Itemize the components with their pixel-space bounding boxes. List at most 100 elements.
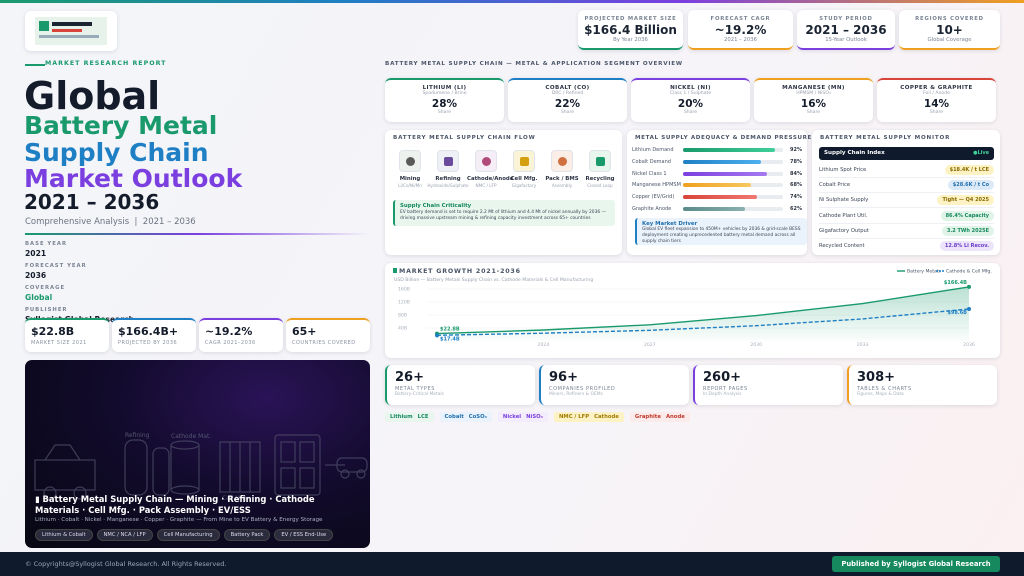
stat-value: ~19.2%: [714, 23, 767, 37]
meta-label: COVERAGE: [25, 285, 66, 291]
step-name: Cathode/Anode: [467, 176, 514, 182]
chip-form: NiSO₄: [526, 414, 543, 420]
logo: [35, 17, 107, 45]
chip-metal: NMC / LFP: [559, 414, 590, 420]
callout-title: Supply Chain Criticality: [400, 203, 472, 209]
segment-value: 22%: [554, 98, 581, 110]
kpi-value: $22.8B: [31, 325, 75, 338]
bar-value: 62%: [790, 206, 802, 212]
bottom-sub: Battery-Critical Metals: [395, 392, 444, 397]
value-label: $98.6B: [947, 310, 967, 316]
step-sub: Assembly: [551, 183, 573, 188]
bottom-stat: 26+ METAL TYPES Battery-Critical Metals: [385, 365, 535, 405]
monitor-value: 3.2 TWh 2025E: [941, 225, 994, 236]
bar-value: 78%: [790, 158, 802, 165]
panel-title: BATTERY METAL SUPPLY CHAIN FLOW: [393, 135, 536, 141]
y-tick-label: 40B: [398, 326, 407, 332]
chip-metal: Cobalt: [444, 414, 464, 420]
step-name: Cell Mfg.: [510, 176, 538, 182]
stat-sub: 2021 – 2036: [724, 37, 757, 43]
icon-glyph: [482, 157, 491, 166]
x-tick-label: 2030: [750, 342, 762, 348]
series-line: [436, 286, 970, 335]
bar-value: 68%: [790, 182, 802, 189]
segment-sub: Foil / Anode: [923, 91, 950, 96]
point: [967, 306, 971, 311]
icon-glyph: [520, 157, 529, 166]
bar-value: 84%: [790, 170, 802, 177]
kpi-value: 65+: [292, 325, 317, 338]
stat-label: FORECAST CAGR: [710, 16, 771, 22]
monitor-label: Cobalt Price: [819, 182, 851, 189]
monitor-value: $18.4K / t LCE: [944, 165, 994, 175]
segment-label: Share: [683, 110, 698, 115]
callout-text: EV battery demand is set to require 2.2 …: [400, 210, 606, 221]
monitor-label: Gigafactory Output: [819, 227, 869, 234]
kpi-card: 65+ COUNTRIES COVERED: [286, 318, 370, 352]
step-sub: Hydroxide/Sulphate: [427, 183, 469, 188]
chip: Nickel NiSO₄: [497, 412, 548, 422]
y-tick-label: 80B: [398, 313, 407, 319]
chip-form: Anode: [665, 414, 685, 420]
y-tick-label: 160B: [398, 287, 410, 293]
bar-label: Lithium Demand: [632, 147, 674, 153]
driver-box: Key Market Driver Global EV fleet expansi…: [635, 218, 807, 245]
stat-label: REGIONS COVERED: [915, 16, 984, 22]
stat-card: FORECAST CAGR ~19.2% 2021 – 2036: [688, 10, 793, 50]
eyebrow: MARKET RESEARCH REPORT: [45, 60, 167, 67]
index-header: Supply Chain Index ●Live: [819, 147, 994, 160]
supply-illustration: Refining Cathode Mat. Cell Mfg.: [34, 432, 368, 502]
bar: [683, 207, 745, 211]
bar-label: Graphite Anode: [632, 206, 672, 212]
bar-value: 74%: [790, 194, 802, 201]
live-badge: ●Live: [973, 150, 989, 156]
stat-sub: Global Coverage: [927, 37, 972, 43]
copyright: © Copyrights@Syllogist Global Research. …: [25, 560, 227, 568]
bar: [683, 148, 775, 152]
kpi-value: $166.4B+: [118, 325, 179, 338]
stat-sub: By Year 2036: [613, 37, 648, 43]
y-tick-label: 120B: [398, 300, 410, 306]
illustration-label: Cell Mfg.: [222, 495, 248, 502]
illustration-label: Refining: [125, 432, 150, 439]
x-tick-label: 2027: [644, 342, 656, 348]
row-rule: [819, 177, 994, 178]
step-sub: Closed Loop: [587, 183, 613, 188]
icon-glyph: [444, 157, 453, 166]
image-title: ▮ Battery Metal Supply Chain — Mining · …: [35, 494, 315, 515]
bar-value: 92%: [790, 147, 802, 153]
bar: [683, 159, 761, 164]
chip: NMC / LFP Cathode: [554, 412, 624, 422]
kpi-label: CAGR 2021–2036: [205, 340, 256, 346]
monitor-label: Lithium Spot Price: [819, 167, 867, 173]
chips: Lithium LCE Cobalt CoSO₄ Nickel NiSO₄ NMC / LF…: [385, 412, 690, 422]
kpi-label: COUNTRIES COVERED: [292, 340, 356, 346]
bottom-sub: Miners, Refiners & OEMs: [549, 392, 603, 397]
monitor-label: Cathode Plant Util.: [819, 212, 868, 219]
step-name: Mining: [399, 176, 421, 182]
publisher-button[interactable]: Published by Syllogist Global Research: [832, 556, 1000, 572]
icon-glyph: [558, 157, 567, 166]
chip-metal: Nickel: [502, 414, 522, 420]
x-tick-label: 2036: [963, 342, 975, 348]
stat-label: PROJECTED MARKET SIZE: [584, 16, 677, 22]
monitor-panel: BATTERY METAL SUPPLY MONITOR Supply Chain…: [812, 130, 1000, 255]
panel-title: BATTERY METAL SUPPLY MONITOR: [820, 135, 951, 141]
bottom-label: TABLES & CHARTS: [857, 386, 912, 392]
adequacy-panel: METAL SUPPLY ADEQUACY & DEMAND PRESSURE L…: [627, 130, 811, 255]
meta-label: BASE YEAR: [25, 241, 68, 247]
bottom-value: 308+: [857, 370, 896, 385]
kpi-card: ~19.2% CAGR 2021–2036: [199, 318, 283, 352]
x-tick-label: 2033: [857, 342, 869, 348]
step-icon: [475, 150, 497, 172]
chip-form: LCE: [417, 414, 429, 420]
meta-label: PUBLISHER: [25, 307, 68, 313]
monitor-label: Ni Sulphate Supply: [819, 197, 869, 204]
tag: NMC / NCA / LFP: [96, 529, 153, 541]
image-subtitle: Lithium · Cobalt · Nickel · Manganese · …: [35, 517, 323, 523]
chip-metal: Lithium: [390, 414, 413, 420]
kpi-label: MARKET SIZE 2021: [31, 340, 87, 346]
segment-sub: DRC / Refined: [551, 91, 584, 96]
x-tick-label: 2024: [538, 342, 550, 348]
driver-text: Global EV fleet expansion to 450M+ vehic…: [642, 227, 801, 244]
